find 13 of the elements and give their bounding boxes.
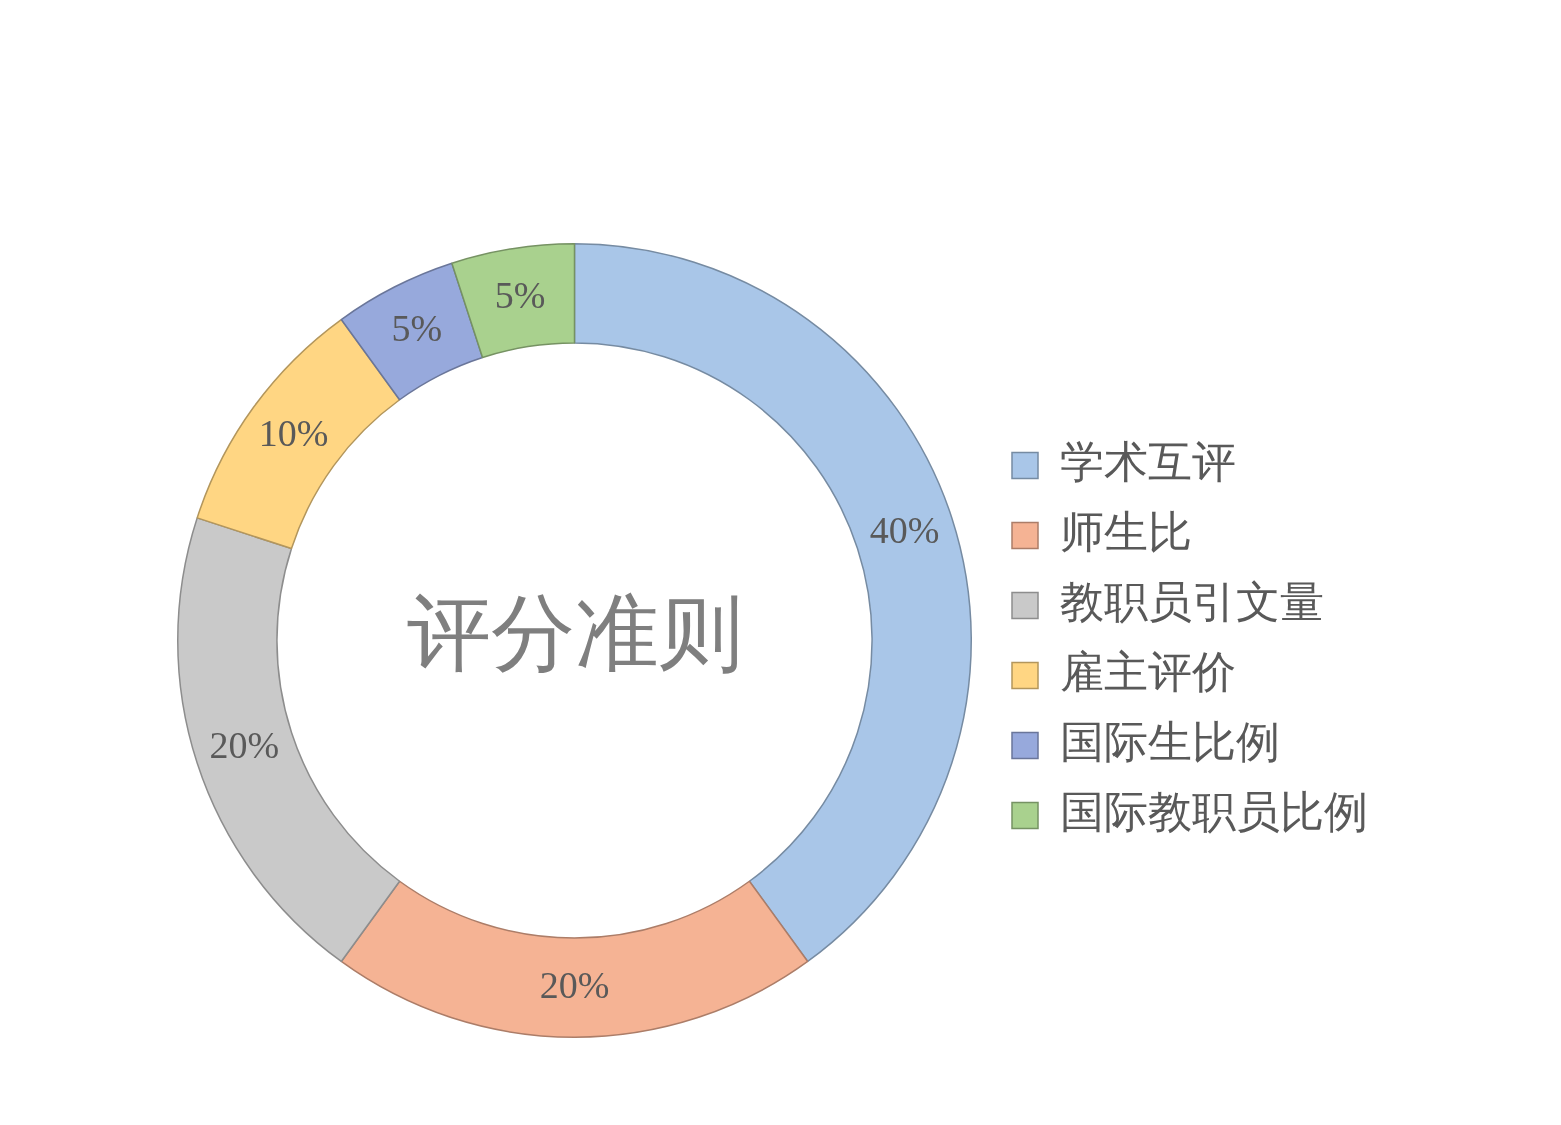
data-label: 20% bbox=[539, 963, 610, 1006]
data-label: 5% bbox=[494, 273, 546, 316]
legend-label: 师生比 bbox=[1060, 505, 1192, 557]
legend-label: 国际教职员比例 bbox=[1060, 785, 1368, 837]
legend-label: 国际生比例 bbox=[1060, 715, 1280, 767]
text: 评分准则 bbox=[406, 584, 743, 683]
data-label: 10% bbox=[258, 412, 329, 455]
legend-label: 教职员引文量 bbox=[1060, 575, 1324, 627]
data-label: 20% bbox=[209, 723, 280, 766]
data-label: 5% bbox=[391, 307, 443, 350]
data-label: 40% bbox=[869, 509, 940, 552]
legend-label: 雇主评价 bbox=[1060, 645, 1236, 697]
legend-label: 学术互评 bbox=[1060, 435, 1236, 487]
